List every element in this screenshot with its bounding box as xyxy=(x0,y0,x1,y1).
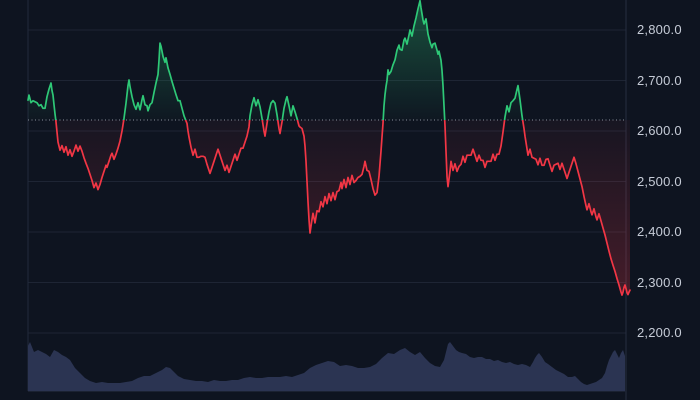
price-line-down xyxy=(54,120,631,296)
price-line-up xyxy=(27,0,524,120)
volume-histogram xyxy=(28,342,625,391)
area-fill-down xyxy=(28,120,630,296)
